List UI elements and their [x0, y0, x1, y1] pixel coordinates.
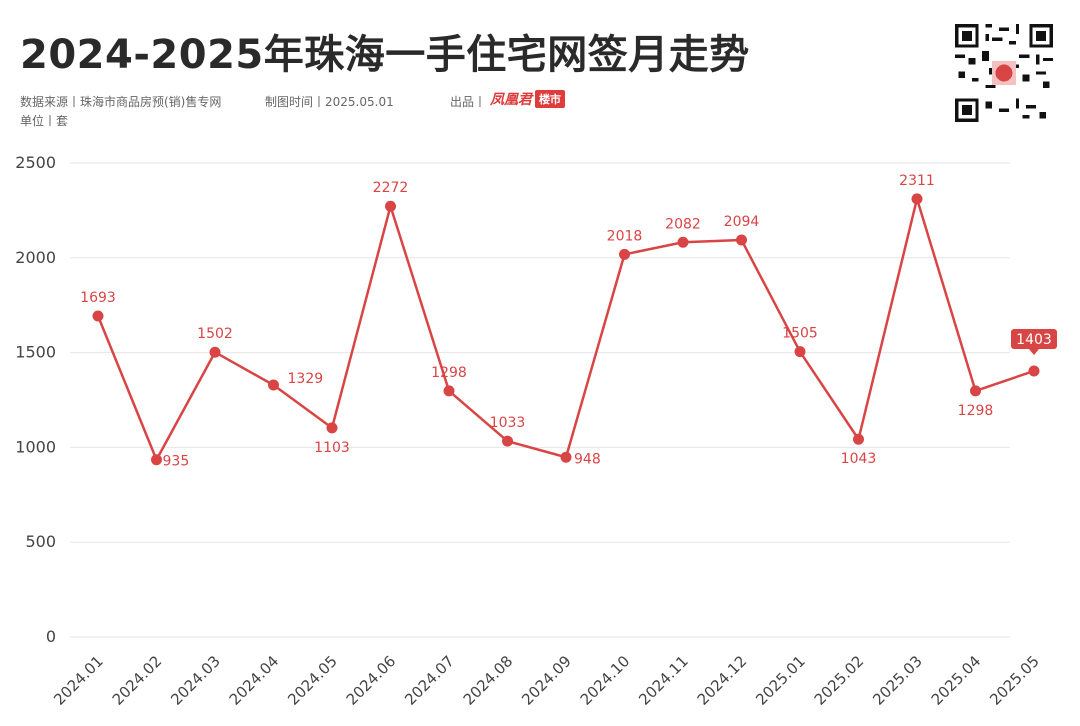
- brand-sub: 楼市: [535, 90, 565, 108]
- x-tick-label: 2024.09: [518, 652, 575, 709]
- data-label: 948: [574, 451, 601, 467]
- x-tick-label: 2024.04: [226, 652, 283, 709]
- data-point: [443, 385, 455, 397]
- data-point: [911, 193, 923, 205]
- data-label: 1103: [314, 440, 350, 456]
- x-tick-label: 2024.02: [109, 652, 166, 709]
- data-point: [736, 234, 747, 246]
- data-label: 1329: [288, 371, 324, 387]
- badge-pointer: [1029, 348, 1039, 355]
- y-tick-label: 500: [25, 532, 56, 551]
- y-tick-label: 2500: [15, 153, 56, 172]
- data-point: [151, 454, 162, 466]
- data-label: 1033: [490, 415, 526, 431]
- x-tick-label: 2025.05: [986, 652, 1043, 709]
- producer-label: 出品丨: [450, 95, 487, 109]
- x-tick-label: 2024.10: [577, 652, 634, 709]
- y-tick-label: 0: [46, 627, 56, 646]
- series-line: [96, 197, 1035, 461]
- chart-title: 2024-2025年珠海一手住宅网签月走势: [20, 32, 750, 78]
- data-point: [268, 379, 279, 391]
- data-label: 1505: [782, 326, 818, 342]
- data-label: 1693: [80, 290, 116, 306]
- data-point: [853, 433, 864, 445]
- data-label: 1502: [197, 326, 233, 342]
- x-tick-label: 2024.03: [167, 652, 224, 709]
- brand-logo: 凤凰君 楼市: [490, 89, 565, 109]
- data-label: 2272: [373, 180, 409, 196]
- x-tick-label: 2024.12: [694, 652, 751, 709]
- data-label: 2311: [899, 173, 935, 189]
- x-tick-label: 2025.01: [752, 652, 809, 709]
- x-tick-label: 2024.08: [460, 652, 517, 709]
- x-tick-label: 2024.06: [343, 652, 400, 709]
- x-tick-label: 2025.02: [811, 652, 868, 709]
- data-point: [560, 451, 572, 463]
- last-value-badge: [1011, 328, 1057, 349]
- data-label: 1298: [431, 365, 467, 381]
- data-label: 2018: [607, 228, 643, 244]
- data-label: 1043: [841, 451, 877, 467]
- qr-code-icon: [955, 24, 1053, 122]
- data-point: [209, 346, 221, 358]
- data-point: [92, 310, 104, 322]
- x-tick-label: 2025.04: [928, 652, 985, 709]
- unit-label: 单位丨套: [20, 114, 69, 128]
- y-tick-label: 1000: [15, 437, 56, 456]
- x-tick-label: 2024.05: [284, 652, 341, 709]
- data-point: [1028, 365, 1040, 377]
- x-tick-label: 2024.01: [50, 652, 107, 709]
- data-label: 1403: [1016, 332, 1052, 348]
- data-source: 数据来源丨珠海市商品房预(销)售专网: [20, 95, 222, 109]
- x-tick-label: 2025.03: [869, 652, 926, 709]
- data-label: 1298: [958, 403, 994, 419]
- x-tick-label: 2024.11: [635, 652, 692, 709]
- data-label: 2082: [665, 216, 701, 232]
- data-point: [385, 200, 396, 212]
- data-point: [326, 422, 338, 434]
- data-label: 2094: [724, 214, 760, 230]
- data-point: [677, 236, 689, 248]
- data-point: [619, 248, 630, 260]
- data-point: [970, 385, 981, 397]
- data-label: 935: [163, 454, 190, 470]
- data-point: [794, 346, 806, 358]
- brand-name: 凤凰君: [490, 92, 532, 108]
- data-point: [502, 435, 513, 447]
- y-tick-label: 2000: [15, 248, 56, 267]
- x-tick-label: 2024.07: [401, 652, 458, 709]
- chart-date: 制图时间丨2025.05.01: [265, 95, 394, 109]
- y-tick-label: 1500: [15, 343, 56, 362]
